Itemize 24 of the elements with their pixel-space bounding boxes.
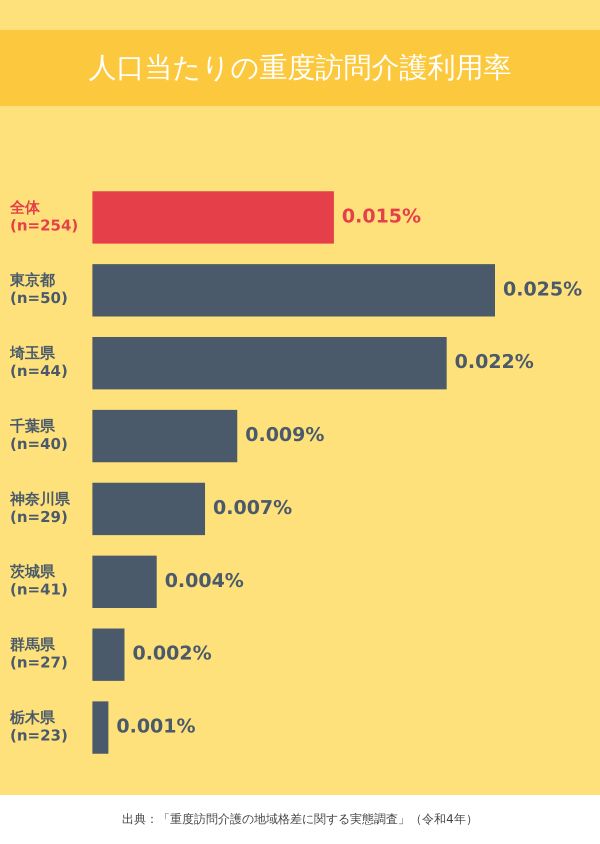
y-tick-label: 栃木県 (n=23): [9, 708, 68, 744]
y-tick-label: 茨城県 (n=41): [9, 562, 68, 599]
data-label: 0.009%: [245, 424, 324, 446]
source-note: 出典：「重度訪問介護の地域格差に関する実態調査」（令和4年）: [0, 795, 600, 844]
bar: [92, 482, 206, 536]
y-tick-label: 全体 (n=254): [9, 198, 78, 234]
y-tick-label: 群馬県 (n=27): [9, 636, 68, 672]
bar: [92, 191, 334, 244]
bar: [92, 628, 124, 681]
bar: [92, 701, 108, 754]
y-tick-label: 千葉県 (n=40): [9, 416, 68, 453]
data-label: 0.015%: [342, 205, 422, 228]
bar: [92, 556, 157, 608]
bar: [92, 264, 495, 317]
data-label: 0.022%: [454, 351, 534, 374]
data-label: 0.025%: [503, 278, 582, 300]
y-tick-label: 東京都 (n=50): [9, 271, 68, 308]
data-label: 0.001%: [116, 716, 196, 738]
data-label: 0.004%: [164, 570, 244, 592]
bar: [92, 336, 447, 390]
chart-title: 人口当たりの重度訪問介護利用率: [0, 30, 600, 106]
data-label: 0.002%: [132, 642, 212, 665]
bar: [92, 410, 238, 462]
data-label: 0.007%: [213, 496, 292, 519]
